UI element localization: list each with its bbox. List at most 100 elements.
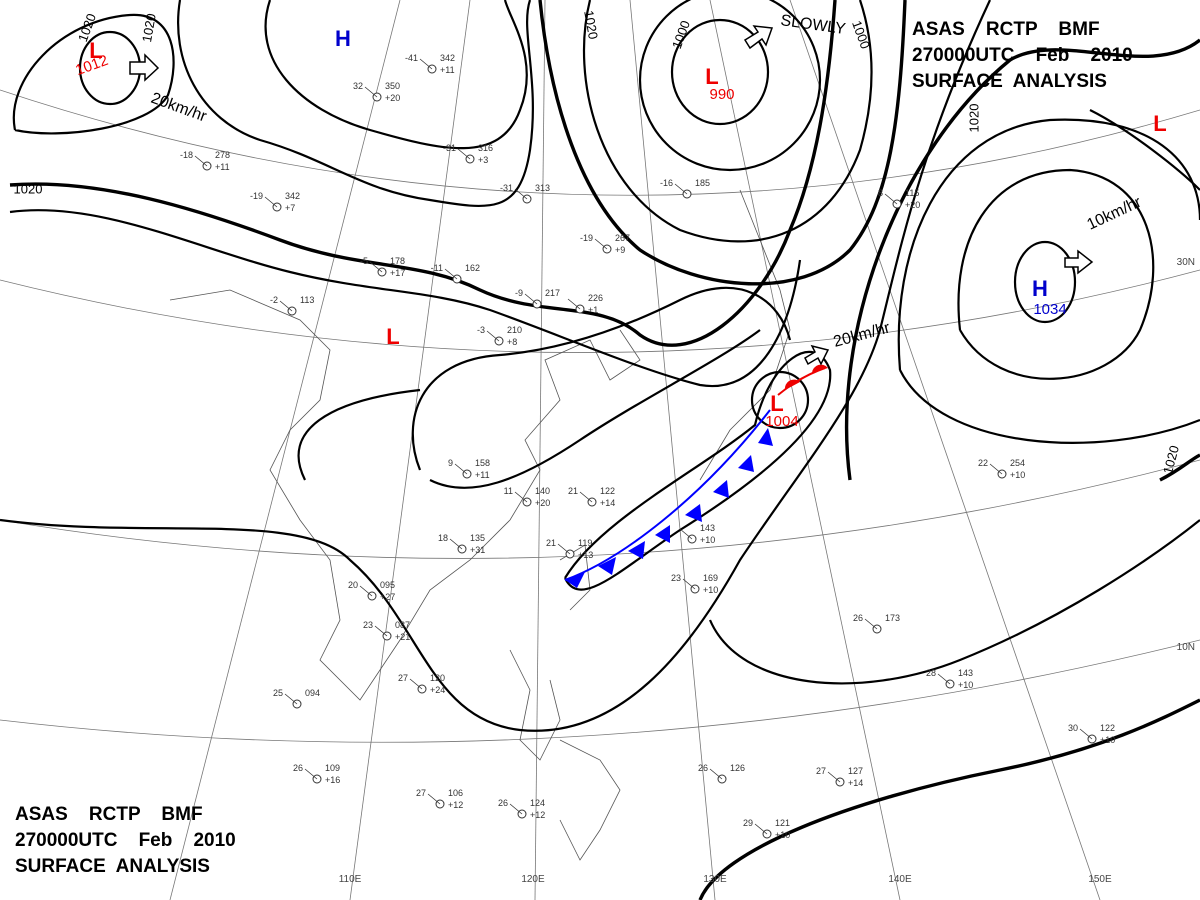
station-pressure: 140 — [535, 486, 550, 496]
station-pressure: 095 — [380, 580, 395, 590]
station-pressure: 173 — [885, 613, 900, 623]
center-type: L — [89, 38, 102, 63]
station-wind — [674, 183, 688, 195]
station: -3 210 +8 — [477, 325, 522, 347]
station-temp: -19 — [250, 191, 263, 201]
station: 27 120 +24 — [398, 673, 445, 695]
station: 20 095 +27 — [348, 580, 395, 602]
station-tendency: +17 — [390, 268, 405, 278]
labels: ASAS RCTP BMF 270000UTC Feb 2010 SURFACE… — [15, 19, 1133, 877]
station-wind — [679, 528, 693, 540]
station: 30 122 +10 — [1068, 723, 1115, 745]
station-tendency: +7 — [285, 203, 295, 213]
station-pressure: 316 — [478, 143, 493, 153]
station: -2 113 — [270, 295, 314, 316]
isobar-label: 1020 — [1160, 444, 1182, 476]
station-tendency: +10 — [1010, 470, 1025, 480]
station-pressure: 342 — [285, 191, 300, 201]
station: 29 121 +10 — [743, 818, 790, 840]
station-pressure: 087 — [395, 620, 410, 630]
fronts — [564, 364, 828, 588]
station-temp: -19 — [580, 233, 593, 243]
station-wind — [514, 188, 528, 200]
station-pressure: 143 — [958, 668, 973, 678]
station-tendency: +12 — [448, 800, 463, 810]
station-pressure: 106 — [448, 788, 463, 798]
station-tendency: +27 — [380, 592, 395, 602]
station-temp: -11 — [431, 263, 443, 273]
station: 143+10 — [679, 523, 715, 545]
station-wind — [364, 86, 378, 98]
station-temp: 26 — [853, 613, 863, 623]
station-wind — [409, 678, 423, 690]
longitude-label: 120E — [521, 874, 545, 885]
motion-arrows — [129, 25, 1094, 366]
station-temp: 8 — [878, 188, 883, 198]
station: -11 162 — [431, 263, 480, 284]
station: -16 185 — [660, 178, 710, 199]
station: 26 109 +16 — [293, 763, 340, 785]
station-tendency: +8 — [507, 337, 517, 347]
station-temp: 25 — [273, 688, 283, 698]
station-temp: 30 — [1068, 723, 1078, 733]
station-tendency: +20 — [385, 93, 400, 103]
center-type: H — [1032, 276, 1048, 301]
station-tendency: +10 — [703, 585, 718, 595]
station-temp: 29 — [743, 818, 753, 828]
station-wind — [514, 491, 528, 503]
station-temp: 21 — [568, 486, 578, 496]
station: -5 178 +17 — [360, 256, 405, 278]
station: -18 278 +11 — [180, 150, 230, 172]
station-wind — [284, 693, 298, 705]
longitude-label: 110E — [339, 874, 362, 885]
station-wind — [524, 293, 538, 305]
longitude-label: 140E — [888, 874, 912, 885]
station-wind — [279, 300, 293, 312]
station-tendency: +20 — [535, 498, 550, 508]
station-temp: 27 — [416, 788, 426, 798]
station-tendency: +24 — [430, 685, 445, 695]
station-pressure: 115 — [905, 188, 919, 198]
station: 18 135 +31 — [438, 533, 485, 555]
station-temp: -31 — [500, 183, 513, 193]
station-temp: -41 — [405, 53, 418, 63]
station-pressure: 113 — [300, 295, 314, 305]
title-line: ASAS RCTP BMF — [15, 804, 203, 825]
center-value: 1034 — [1033, 301, 1066, 318]
station-tendency: +13 — [578, 550, 593, 560]
station: 25 094 — [273, 688, 320, 709]
station-pressure: 313 — [535, 183, 550, 193]
center-type: L — [1153, 111, 1166, 136]
station-tendency: +11 — [440, 65, 455, 75]
station-temp: 26 — [698, 763, 708, 773]
station-wind — [264, 196, 278, 208]
station-wind — [884, 193, 898, 205]
isobar-label: 1020 — [966, 104, 981, 133]
station-tendency: +10 — [700, 535, 715, 545]
station-pressure: 210 — [507, 325, 522, 335]
station-pressure: 143 — [700, 523, 715, 533]
station-pressure: 350 — [385, 81, 400, 91]
station-pressure: 162 — [465, 263, 480, 273]
station: 28 143 +10 — [926, 668, 973, 690]
station-pressure: 158 — [475, 458, 490, 468]
station-pressure: 119 — [578, 538, 592, 548]
station: 32 350 +20 — [353, 81, 400, 103]
station-temp: -9 — [515, 288, 523, 298]
station-pressure: 094 — [305, 688, 320, 698]
station: 26 173 — [853, 613, 900, 634]
station-temp: 27 — [398, 673, 408, 683]
station-wind — [754, 823, 768, 835]
station-wind — [374, 625, 388, 637]
station-temp: 26 — [498, 798, 508, 808]
station-tendency: +10 — [958, 680, 973, 690]
station-temp: 23 — [363, 620, 373, 630]
station-wind — [454, 463, 468, 475]
station-tendency: +9 — [615, 245, 625, 255]
station-tendency: +21 — [395, 632, 410, 642]
station-wind — [827, 771, 841, 783]
station-pressure: 278 — [215, 150, 230, 160]
station-temp: 32 — [353, 81, 363, 91]
